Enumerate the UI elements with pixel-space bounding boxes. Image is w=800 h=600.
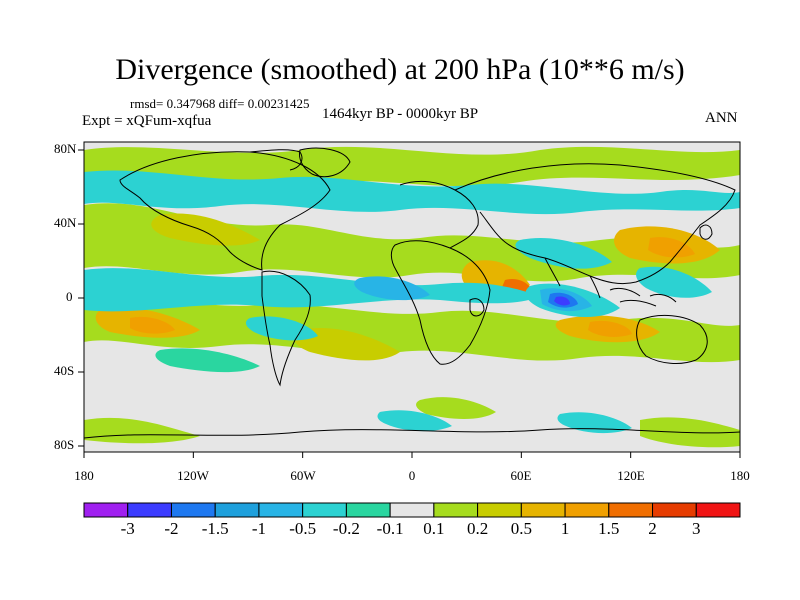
colorbar-label: 1 (560, 519, 570, 538)
lon-tick-label: 180 (730, 468, 750, 483)
lat-tick-label: 40S (54, 363, 75, 378)
lat-tick-label: 40N (54, 215, 77, 230)
colorbar-label: -1.5 (201, 519, 229, 538)
colorbar-swatch (433, 502, 479, 518)
colorbar-swatch (170, 502, 216, 518)
colorbar-swatch (608, 502, 654, 518)
lat-tick-label: 0 (66, 289, 73, 304)
lat-tick-label: 80N (54, 141, 77, 156)
lon-tick-label: 120E (617, 468, 645, 483)
colorbar-swatch (127, 502, 172, 518)
colorbar-label: -1 (251, 519, 267, 538)
colorbar-label: 0.2 (466, 519, 489, 538)
period-label: 1464kyr BP - 0000kyr BP (322, 106, 479, 122)
colorbar-label: 2 (648, 519, 657, 538)
experiment-label: Expt = xQFum-xqfua (82, 113, 212, 129)
stats-line: rmsd= 0.347968 diff= 0.00231425 (130, 96, 310, 111)
colorbar (83, 502, 741, 518)
coastlines (84, 147, 740, 439)
lon-tick-label: 60E (510, 468, 532, 483)
colorbar-swatch (520, 502, 566, 518)
colorbar-label: 0.5 (510, 519, 532, 538)
colorbar-label: 0.1 (423, 519, 445, 538)
lon-tick-label: 120W (177, 468, 209, 483)
colorbar-swatch (695, 502, 741, 518)
divergence-field (84, 146, 740, 448)
colorbar-label: -0.1 (376, 519, 404, 538)
lat-tick-label: 80S (54, 437, 75, 452)
season-label: ANN (705, 110, 738, 126)
colorbar-label: -0.5 (289, 519, 317, 538)
colorbar-label: -0.2 (332, 519, 360, 538)
colorbar-swatch (477, 502, 522, 518)
colorbar-label: -3 (120, 519, 135, 538)
axis-ticks (78, 149, 741, 458)
colorbar-label: 3 (692, 519, 701, 538)
lon-tick-label: 60W (290, 468, 316, 483)
lon-tick-label: 0 (408, 468, 416, 483)
figure-title: Divergence (smoothed) at 200 hPa (10**6 … (115, 53, 685, 86)
lon-tick-label: 180 (74, 468, 94, 483)
colorbar-swatch (564, 502, 610, 518)
colorbar-swatch (345, 502, 391, 518)
colorbar-label: -2 (164, 519, 179, 538)
colorbar-swatch (389, 502, 435, 518)
colorbar-swatch (302, 502, 347, 518)
colorbar-label: 1.5 (598, 519, 620, 538)
colorbar-swatch (214, 502, 260, 518)
colorbar-swatch (258, 502, 304, 518)
colorbar-swatch (652, 502, 697, 518)
colorbar-swatch (83, 502, 129, 518)
